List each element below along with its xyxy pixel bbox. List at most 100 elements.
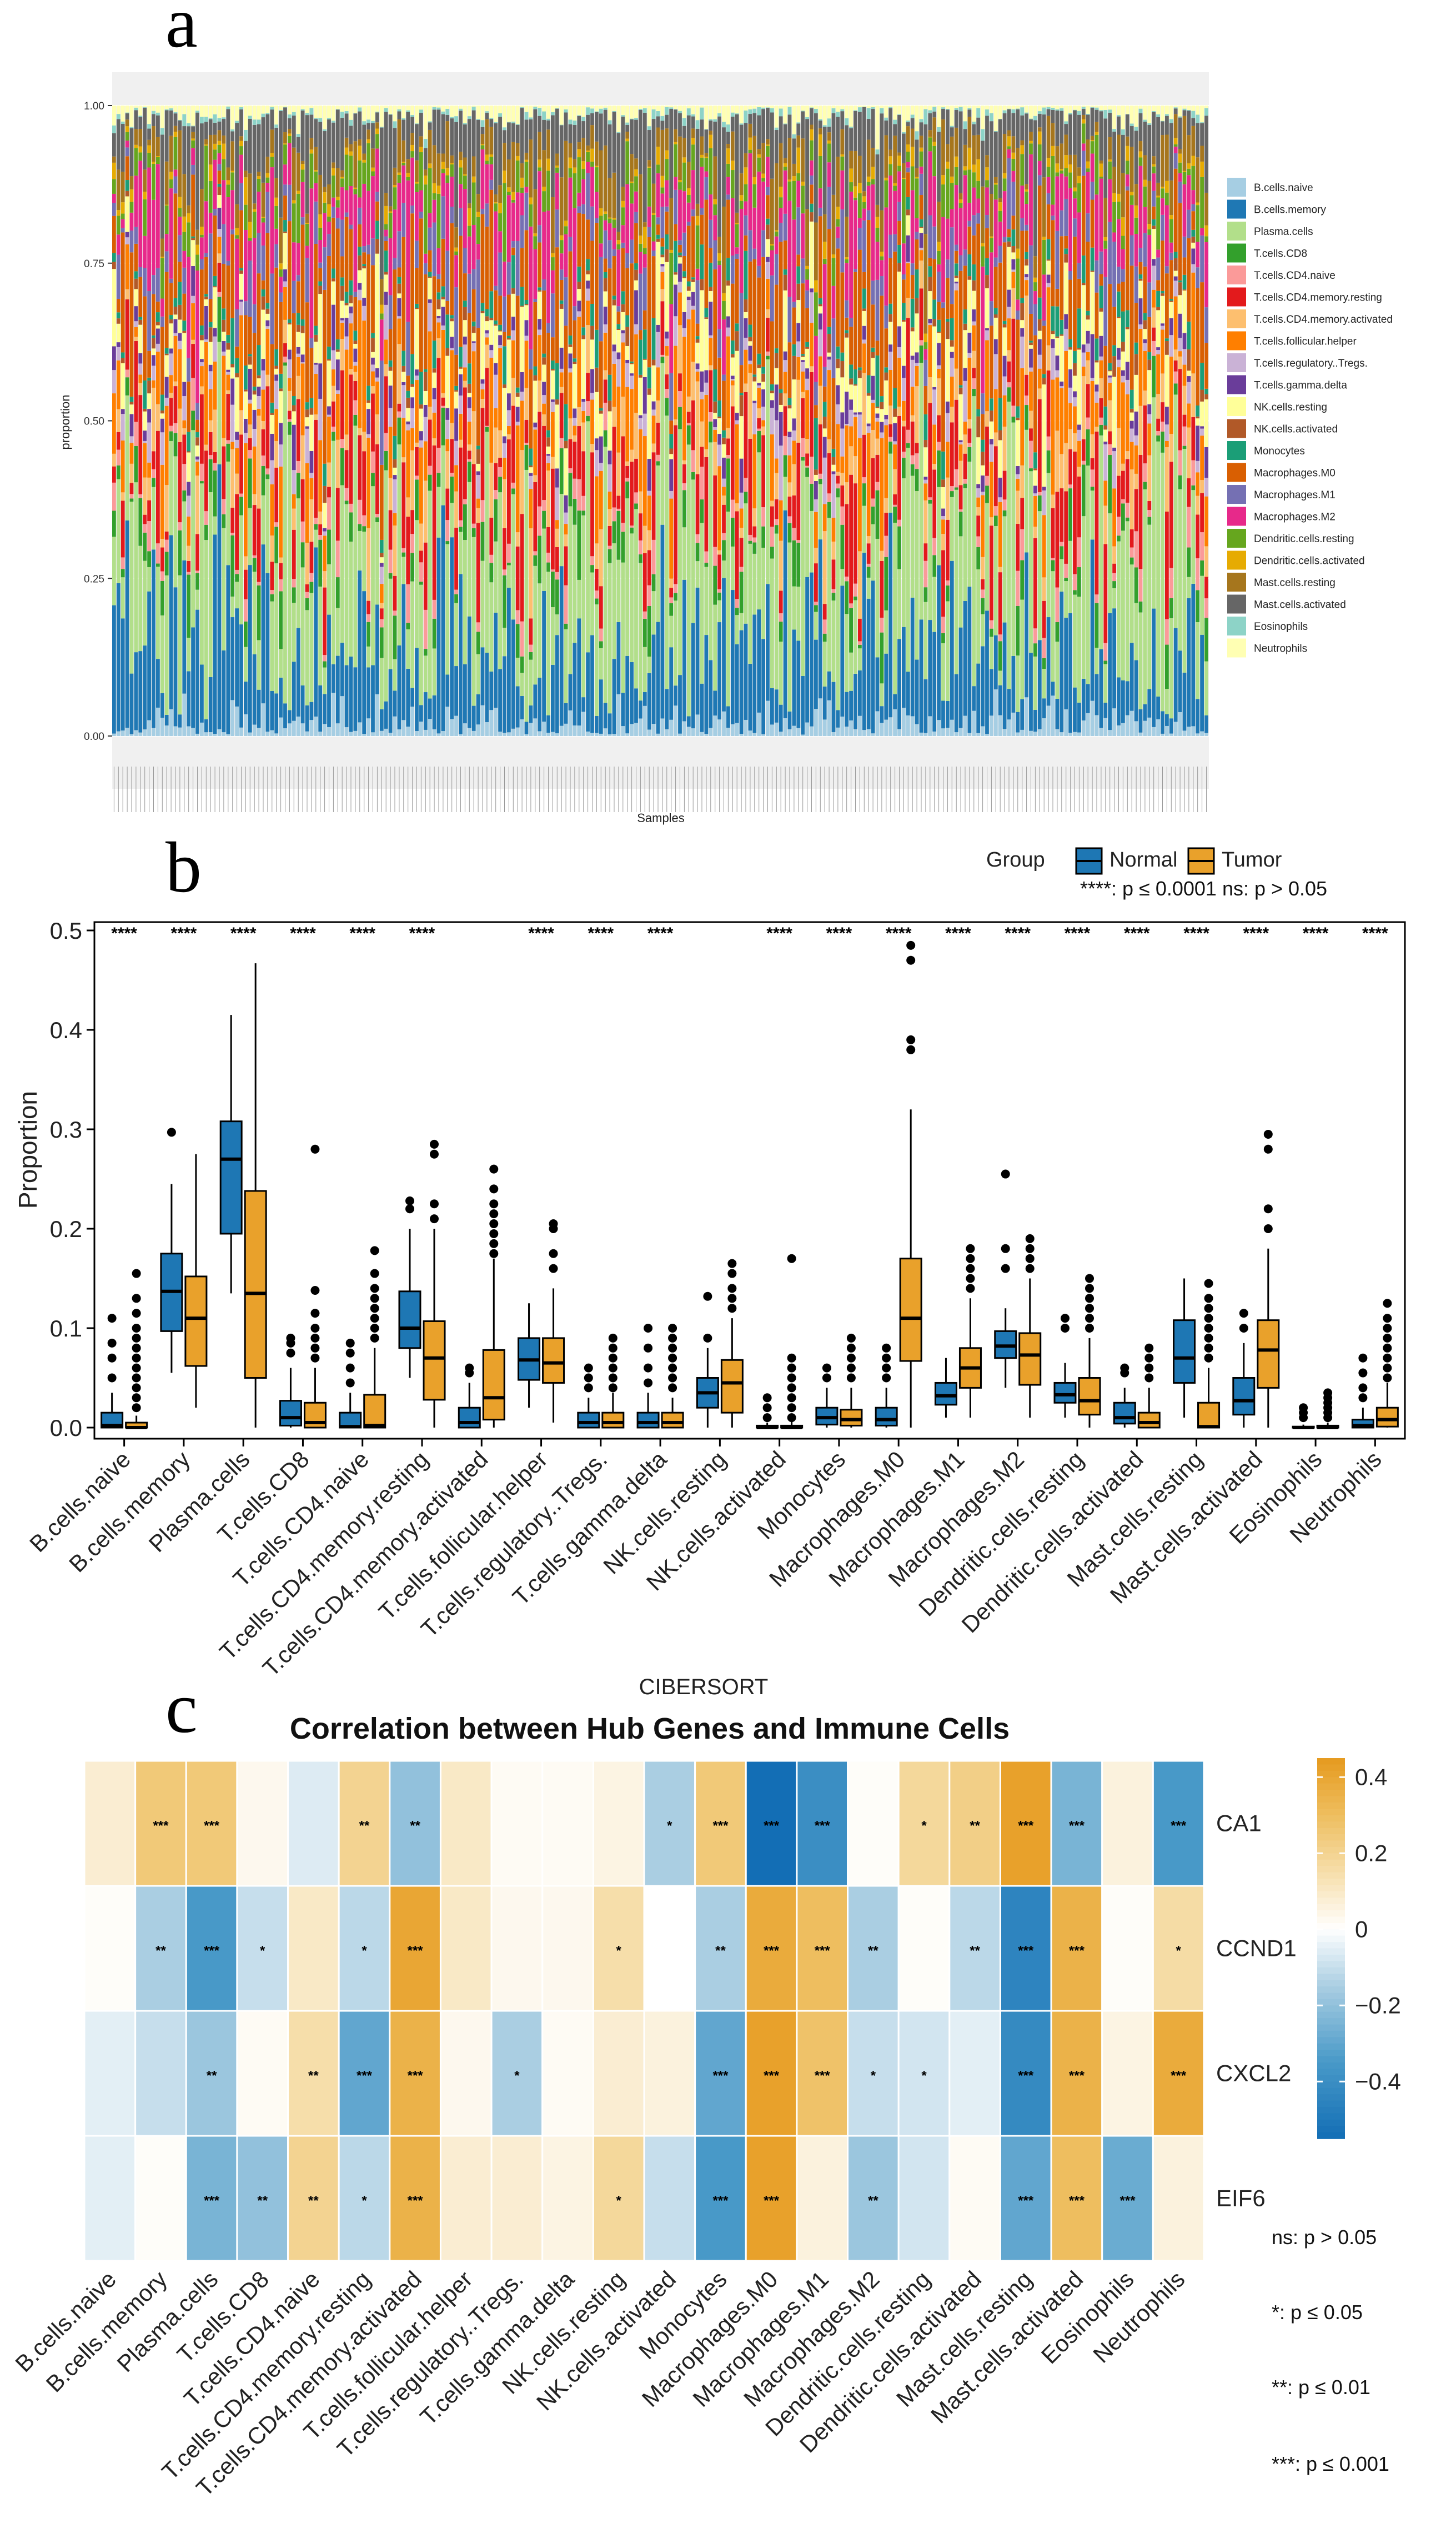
- panel-a-bar-segment: [546, 527, 550, 553]
- panel-a-bar-segment: [489, 189, 494, 292]
- panel-a-bar-segment: [801, 186, 805, 214]
- panel-a-bar-segment: [985, 109, 989, 116]
- panel-a-bar-segment: [871, 399, 875, 403]
- panel-a-bar-segment: [761, 230, 765, 257]
- panel-a-bar-segment: [415, 475, 419, 480]
- panel-a-bar-segment: [349, 280, 353, 296]
- panel-a-bar-segment: [674, 142, 677, 144]
- panel-a-bar-segment: [880, 296, 884, 397]
- panel-a-bar-segment: [910, 331, 915, 356]
- panel-a-bar-segment: [612, 256, 616, 296]
- panel-a-bar-segment: [388, 206, 393, 212]
- panel-a-bar-segment: [489, 358, 494, 463]
- panel-a-bar-segment: [993, 132, 998, 177]
- panel-a-bar-segment: [599, 470, 603, 529]
- panel-a-bar-segment: [173, 423, 178, 433]
- panel-a-bar-segment: [893, 523, 897, 694]
- panel-a-bar-segment: [1002, 191, 1007, 237]
- panel-a-bar-segment: [230, 449, 235, 508]
- panel-a-bar-segment: [1064, 198, 1068, 236]
- panel-a-bar-segment: [845, 576, 849, 582]
- panel-a-bar-segment: [792, 134, 796, 139]
- panel-a-bar-segment: [1081, 106, 1086, 107]
- panel-a-bar-segment: [419, 584, 423, 705]
- panel-a-bar-segment: [410, 553, 414, 582]
- panel-a-bar-segment: [822, 642, 827, 687]
- panel-a-bar-segment: [616, 359, 621, 387]
- panel-a-bar-segment: [143, 268, 147, 297]
- panel-a-bar-segment: [774, 254, 779, 285]
- panel-a-bar-segment: [191, 339, 195, 344]
- panel-a-bar-segment: [822, 386, 827, 402]
- panel-a-bar-segment: [217, 229, 222, 237]
- panel-a-bar-segment: [981, 186, 985, 243]
- panel-a-bar-segment: [200, 366, 204, 387]
- panel-a-bar-segment: [958, 107, 963, 112]
- panel-a-bar-segment: [691, 306, 695, 310]
- panel-a-bar-segment: [1060, 108, 1064, 111]
- panel-a-bar-segment: [244, 714, 248, 736]
- panel-a-bar-segment: [1060, 336, 1064, 382]
- panel-a-bar-segment: [621, 693, 625, 727]
- panel-a-bar-segment: [647, 550, 651, 585]
- panel-a-bar-segment: [752, 108, 757, 113]
- panel-a-bar-segment: [265, 177, 270, 183]
- panel-a-bar-segment: [494, 123, 498, 195]
- panel-a-bar-segment: [647, 490, 651, 496]
- panel-a-bar-segment: [993, 308, 998, 314]
- panel-a-bar-segment: [463, 273, 467, 301]
- panel-a-bar-segment: [265, 113, 270, 114]
- panel-a-bar-segment: [897, 526, 901, 569]
- panel-a-bar-segment: [766, 309, 770, 318]
- panel-a-bar-segment: [660, 357, 665, 363]
- panel-a-bar-segment: [1060, 732, 1064, 736]
- panel-a-bar-segment: [902, 627, 906, 708]
- panel-a-bar-segment: [288, 710, 292, 724]
- panel-a-bar-segment: [244, 621, 248, 647]
- panel-a-bar-segment: [323, 587, 327, 655]
- panel-a-bar-segment: [410, 408, 414, 428]
- panel-a-bar-segment: [674, 144, 677, 177]
- panel-a-bar-segment: [542, 382, 546, 396]
- panel-a-bar-segment: [235, 608, 239, 707]
- panel-a-bar-segment: [314, 171, 318, 183]
- panel-a-bar-segment: [704, 382, 709, 395]
- panel-a-bar-segment: [616, 249, 621, 307]
- panel-a-bar-segment: [274, 409, 279, 442]
- panel-a-bar-segment: [529, 723, 533, 736]
- panel-a-bar-segment: [686, 716, 691, 727]
- panel-a-bar-segment: [634, 458, 638, 493]
- panel-a-bar-segment: [204, 122, 208, 139]
- panel-a-bar-segment: [1094, 432, 1099, 595]
- panel-a-bar-segment: [1020, 140, 1025, 146]
- panel-a-bar-segment: [612, 507, 616, 522]
- panel-a-bar-segment: [353, 381, 358, 401]
- panel-a-bar-segment: [292, 147, 296, 201]
- panel-a-bar-segment: [1068, 403, 1072, 429]
- panel-a-bar-segment: [274, 527, 279, 564]
- panel-a-bar-segment: [717, 622, 721, 720]
- panel-a-bar-segment: [616, 559, 621, 622]
- panel-a-bar-segment: [445, 183, 450, 251]
- panel-a-bar-segment: [787, 497, 792, 517]
- panel-a-bar-segment: [116, 479, 121, 583]
- panel-a-bar-segment: [349, 306, 353, 314]
- panel-a-bar-segment: [625, 465, 630, 478]
- panel-a-bar-segment: [709, 302, 713, 336]
- panel-a-bar-segment: [612, 543, 616, 659]
- panel-a-bar-segment: [616, 106, 621, 132]
- panel-a-bar-segment: [125, 147, 129, 157]
- panel-a-bar-segment: [656, 461, 660, 465]
- panel-a-bar-segment: [691, 400, 695, 450]
- panel-a-bar-segment: [717, 400, 721, 417]
- panel-a-bar-segment: [116, 583, 121, 732]
- panel-a-bar-segment: [230, 171, 235, 173]
- panel-a-bar-segment: [494, 490, 498, 499]
- panel-a-bar-segment: [612, 112, 616, 173]
- panel-a-bar-segment: [686, 319, 691, 397]
- panel-a-bar-segment: [485, 368, 489, 426]
- panel-a-bar-segment: [1025, 191, 1028, 204]
- panel-a-bar-segment: [642, 310, 647, 330]
- panel-a-bar-segment: [309, 338, 314, 348]
- panel-a-bar-segment: [393, 615, 397, 659]
